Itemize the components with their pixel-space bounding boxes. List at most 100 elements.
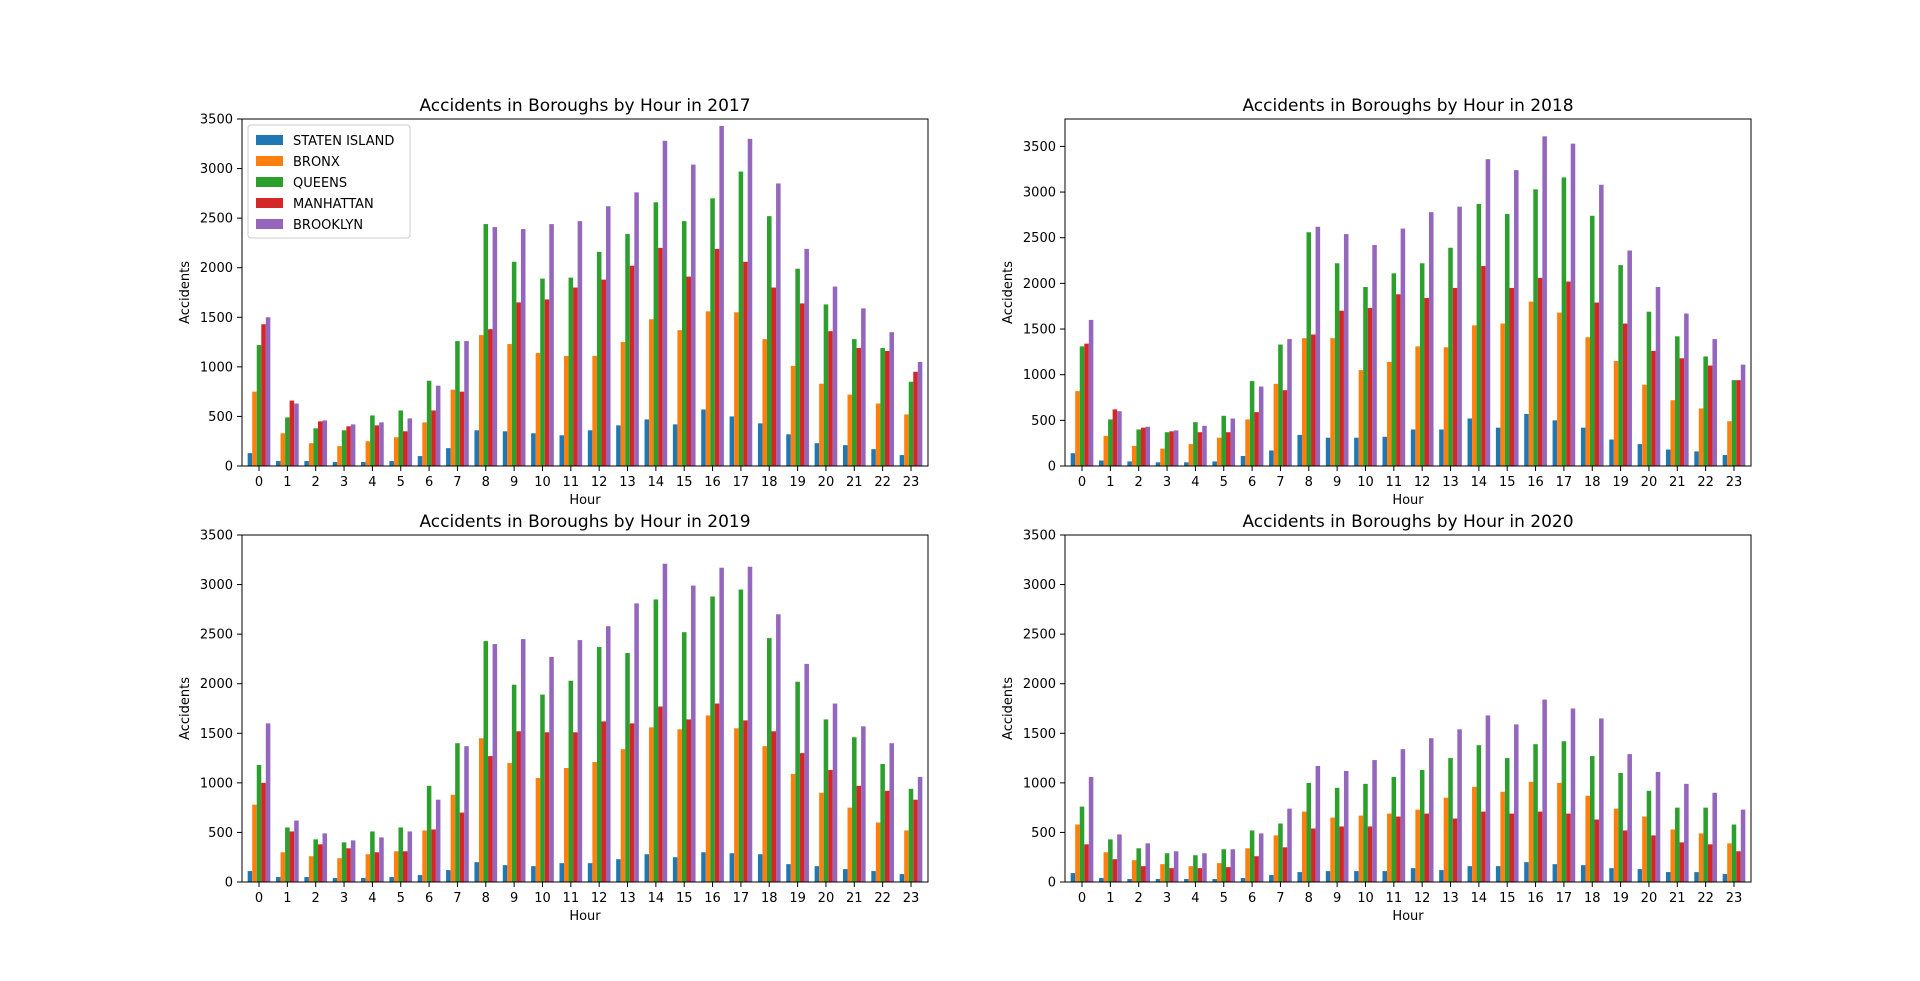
- x-tick-label: 5: [397, 891, 405, 906]
- y-tick-label: 2500: [200, 212, 233, 227]
- bar: [743, 720, 748, 882]
- bar: [1698, 833, 1704, 882]
- bar: [1722, 874, 1728, 882]
- bar: [1542, 699, 1547, 882]
- x-tick-label: 17: [1556, 475, 1573, 490]
- bar: [790, 773, 796, 882]
- bar: [564, 767, 569, 882]
- x-tick-label: 2: [312, 475, 320, 490]
- legend-entry: QUEENS: [293, 176, 347, 191]
- bar: [904, 414, 909, 466]
- bar: [492, 644, 498, 882]
- bar: [1424, 297, 1429, 466]
- bar: [653, 599, 659, 882]
- x-tick-label: 1: [1106, 891, 1114, 906]
- bar: [1670, 400, 1676, 466]
- bars: [1070, 699, 1746, 882]
- bar: [729, 416, 735, 466]
- x-tick-label: 12: [1414, 891, 1431, 906]
- bar: [464, 341, 469, 466]
- y-tick-label: 3000: [200, 578, 233, 593]
- bar: [1443, 797, 1449, 882]
- bar: [322, 420, 328, 466]
- bar: [738, 171, 744, 467]
- bar: [1665, 872, 1671, 882]
- bar: [899, 874, 905, 882]
- x-tick-label: 1: [283, 891, 291, 906]
- bar: [422, 422, 427, 466]
- bar: [389, 877, 394, 882]
- bar: [1221, 415, 1227, 466]
- bar: [719, 125, 724, 466]
- bar: [337, 858, 342, 882]
- bar: [492, 227, 498, 466]
- bar: [1594, 302, 1600, 466]
- bar: [616, 859, 621, 882]
- bar: [1258, 386, 1264, 466]
- bar: [1665, 449, 1671, 466]
- bar: [1136, 848, 1141, 882]
- bar: [1079, 806, 1085, 882]
- bar: [417, 456, 423, 466]
- bar: [605, 626, 611, 882]
- bar: [852, 737, 857, 882]
- bar: [1509, 287, 1515, 466]
- bar: [766, 216, 772, 466]
- bar: [1627, 754, 1632, 882]
- bar: [662, 140, 668, 466]
- bar: [398, 410, 404, 466]
- x-tick-label: 2: [312, 891, 320, 906]
- bar: [734, 728, 739, 882]
- bar: [819, 383, 824, 466]
- bar: [880, 348, 885, 466]
- bar: [1642, 816, 1647, 882]
- bar: [564, 355, 569, 466]
- bar: [1230, 418, 1236, 466]
- bar: [1258, 833, 1264, 882]
- bar: [474, 862, 479, 882]
- bar: [488, 329, 493, 466]
- bar: [1396, 294, 1401, 466]
- bar: [871, 449, 876, 466]
- bar: [1722, 455, 1728, 466]
- bar: [1131, 860, 1137, 882]
- bar: [350, 840, 356, 882]
- bar: [1363, 287, 1368, 466]
- bar: [1684, 313, 1689, 466]
- bar: [1088, 319, 1094, 466]
- x-tick-label: 18: [1584, 475, 1601, 490]
- bar: [1452, 287, 1458, 466]
- bar: [540, 694, 545, 882]
- bar: [1557, 312, 1562, 466]
- x-tick-label: 15: [1499, 891, 1516, 906]
- bar: [322, 833, 328, 882]
- bar: [1467, 866, 1473, 882]
- bar: [1410, 429, 1416, 466]
- bar: [549, 224, 554, 466]
- x-tick-label: 21: [846, 891, 863, 906]
- bar: [1188, 444, 1194, 466]
- x-tick-label: 5: [1220, 475, 1228, 490]
- y-tick-label: 0: [1048, 460, 1056, 475]
- bar: [1552, 864, 1558, 882]
- bar: [1448, 247, 1453, 466]
- bar: [1542, 136, 1547, 466]
- bar: [658, 706, 663, 882]
- bar: [1339, 310, 1344, 466]
- bar: [341, 430, 347, 466]
- x-tick-label: 10: [1357, 475, 1374, 490]
- bar: [1169, 868, 1174, 882]
- bar: [587, 863, 593, 882]
- bar: [762, 339, 767, 466]
- bar: [1585, 795, 1590, 882]
- y-axis-label: Accidents: [178, 677, 193, 740]
- bar: [1391, 273, 1397, 466]
- bar: [701, 852, 706, 882]
- x-tick-label: 23: [903, 475, 920, 490]
- x-tick-label: 15: [676, 891, 693, 906]
- bar: [346, 848, 351, 882]
- bar: [1245, 848, 1250, 882]
- x-tick-label: 16: [1527, 891, 1544, 906]
- bar: [1306, 232, 1312, 466]
